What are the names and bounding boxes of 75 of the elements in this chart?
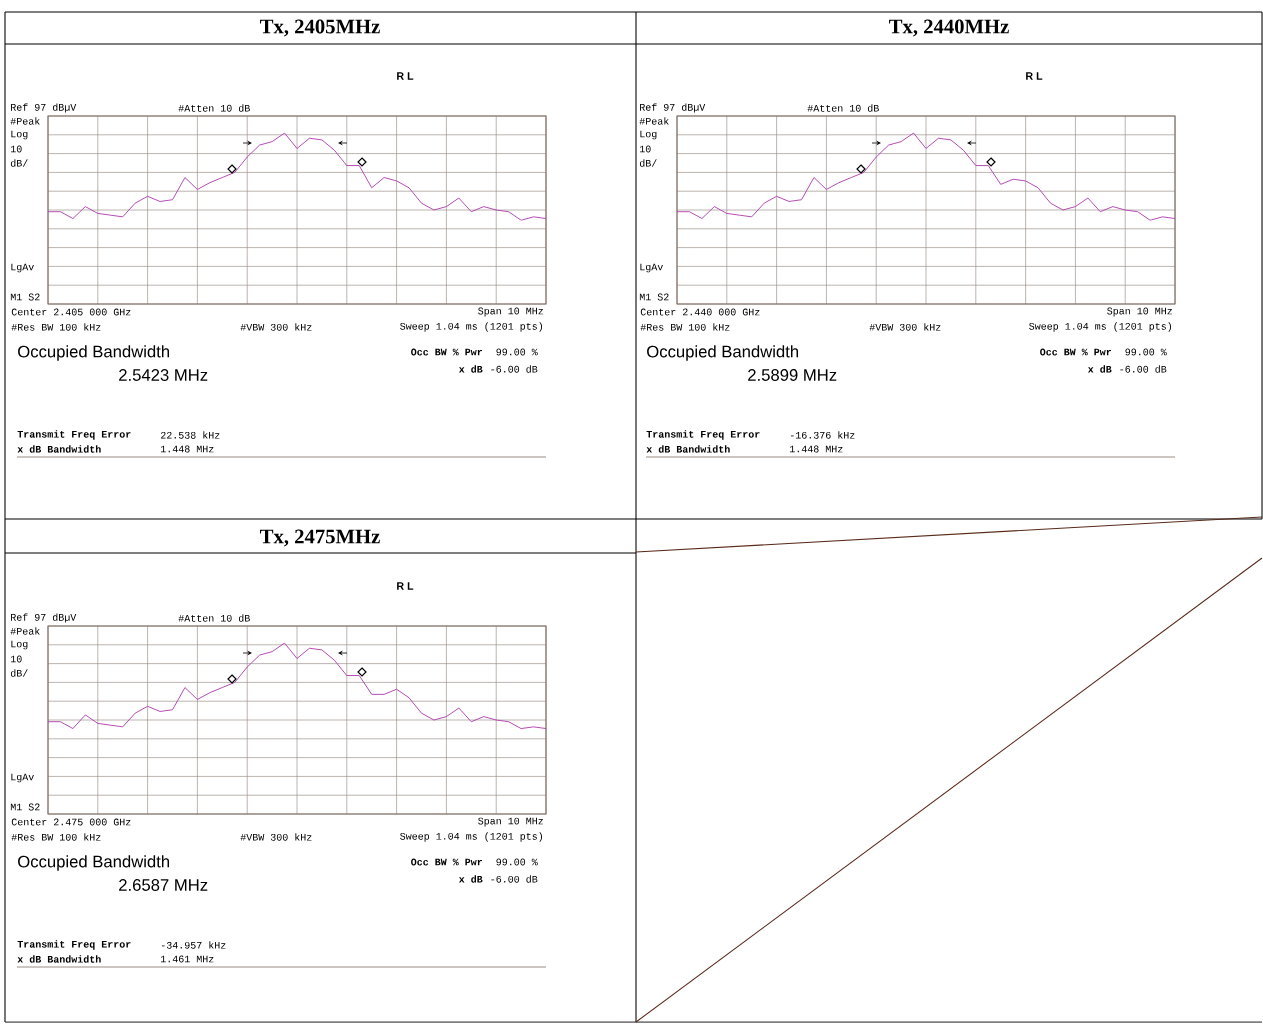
text: x dB	[1087, 365, 1112, 373]
chart-title: Tx, 2440MHz	[889, 19, 1009, 37]
text: -6.00 dB	[491, 875, 538, 883]
text: R L	[397, 582, 414, 590]
text: Occ BW % Pwr	[411, 858, 482, 866]
chart-title: Tx, 2475MHz	[260, 529, 380, 547]
text: -6.00 dB	[491, 365, 538, 373]
text: #Res BW 100 kHz	[640, 323, 730, 331]
text: dB/	[10, 159, 28, 167]
text: -16.376 kHz	[790, 431, 855, 439]
text: Span 10 MHz	[478, 307, 543, 317]
text: R L	[1026, 72, 1043, 80]
text: #Peak	[10, 627, 40, 635]
text: #VBW 300 kHz	[240, 323, 312, 331]
text: Center 2.475 000 GHz	[11, 818, 131, 826]
text: Ref 97 dBµV	[11, 103, 77, 113]
text: x dB Bandwidth	[646, 445, 730, 453]
text: #Atten 10 dB	[178, 104, 250, 112]
text: 99.00 %	[496, 348, 538, 356]
text: #VBW 300 kHz	[869, 323, 941, 331]
text: -34.957 kHz	[161, 941, 226, 949]
text: #Atten 10 dB	[807, 104, 879, 112]
text: #Peak	[639, 117, 669, 125]
text: M1 S2	[10, 293, 40, 301]
text: x dB Bandwidth	[17, 955, 101, 963]
text: Sweep 1.04 ms (1201 pts)	[400, 832, 543, 842]
text: Occ BW % Pwr	[411, 348, 482, 356]
text: Log	[640, 130, 657, 140]
text: #Res BW 100 kHz	[11, 323, 101, 331]
text: M1 S2	[639, 293, 669, 301]
text: Sweep 1.04 ms (1201 pts)	[400, 322, 543, 332]
text: 10	[11, 655, 22, 663]
text: 99.00 %	[496, 858, 538, 866]
text: #Peak	[10, 117, 40, 125]
text: Log	[11, 130, 28, 140]
text: M1 S2	[10, 803, 40, 811]
text: #VBW 300 kHz	[240, 833, 312, 841]
text: Occupied Bandwidth	[18, 345, 170, 361]
text: 1.448 MHz	[161, 445, 214, 453]
text: Sweep 1.04 ms (1201 pts)	[1029, 322, 1172, 332]
text: LgAv	[640, 263, 663, 273]
text: 2.5423 MHz	[119, 369, 208, 381]
text: 99.00 %	[1125, 348, 1167, 356]
text: x dB	[458, 875, 483, 883]
text: Occ BW % Pwr	[1040, 348, 1112, 356]
text: Occupied Bandwidth	[647, 345, 799, 361]
text: Ref 97 dBµV	[640, 103, 706, 113]
text: 22.538 kHz	[160, 431, 220, 439]
text: Span 10 MHz	[478, 817, 543, 827]
text: 2.6587 MHz	[119, 879, 208, 891]
text: 1.461 MHz	[161, 955, 214, 963]
text: LgAv	[11, 263, 34, 273]
text: #Res BW 100 kHz	[11, 833, 101, 841]
text: dB/	[10, 669, 28, 677]
text: Center 2.405 000 GHz	[11, 308, 131, 316]
text: Transmit Freq Error	[17, 430, 131, 440]
text: Transmit Freq Error	[646, 430, 760, 440]
text: Center 2.440 000 GHz	[640, 308, 760, 316]
text: 1.448 MHz	[790, 445, 843, 453]
text: x dB	[458, 365, 483, 373]
text: Log	[11, 640, 28, 650]
text: LgAv	[11, 773, 34, 783]
text: -6.00 dB	[1120, 365, 1167, 373]
text: Transmit Freq Error	[17, 940, 131, 950]
text: Ref 97 dBµV	[11, 613, 77, 623]
chart-title: Tx, 2405MHz	[260, 19, 380, 37]
text: Span 10 MHz	[1107, 307, 1172, 317]
text: #Atten 10 dB	[178, 614, 250, 622]
text: Occupied Bandwidth	[18, 855, 170, 871]
text: x dB Bandwidth	[17, 445, 101, 453]
text: 10	[11, 145, 22, 153]
text: 10	[640, 145, 651, 153]
text: R L	[397, 72, 414, 80]
text: dB/	[639, 159, 657, 167]
text: 2.5899 MHz	[748, 369, 837, 381]
